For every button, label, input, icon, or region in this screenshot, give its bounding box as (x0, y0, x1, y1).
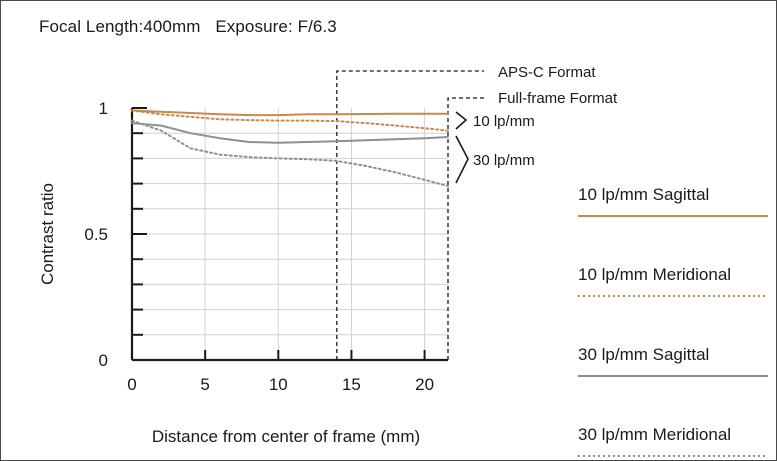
x-tick-label: 10 (269, 375, 288, 394)
series-line-30-lp-mm-sagittal (131, 122, 449, 144)
lens-info-header: Focal Length:400mm Exposure: F/6.3 (39, 17, 337, 37)
full-frame-format-marker (447, 97, 484, 360)
aps-c-format-label: APS-C Format (498, 64, 596, 81)
legend-swatch-10-meridional (578, 295, 768, 297)
legend-swatch-10-sagittal (578, 215, 768, 217)
legend-label: 10 lp/mm Sagittal (578, 185, 710, 204)
aps-c-format-marker (336, 70, 484, 360)
series-line-10-lp-mm-sagittal (131, 109, 449, 117)
legend-label: 30 lp/mm Meridional (578, 425, 732, 444)
legend-item-30-sagittal: 30 lp/mm Sagittal (578, 345, 768, 378)
x-tick-label: 15 (342, 375, 361, 394)
focal-length-text: Focal Length:400mm (39, 17, 201, 36)
bracket-label-10-lpmm: 10 lp/mm (473, 113, 535, 130)
legend-label: 10 lp/mm Meridional (578, 265, 732, 284)
legend-swatch-30-sagittal (578, 375, 768, 377)
series-line-30-lp-mm-meridional (131, 119, 449, 188)
legend-item-30-meridional: 30 lp/mm Meridional (578, 425, 768, 458)
bracket-label-30-lpmm: 30 lp/mm (473, 152, 535, 169)
x-tick-label: 5 (200, 375, 209, 394)
x-tick-label: 20 (415, 375, 434, 394)
exposure-text: Exposure: F/6.3 (215, 17, 337, 36)
legend-item-10-sagittal: 10 lp/mm Sagittal (578, 185, 768, 218)
legend-item-10-meridional: 10 lp/mm Meridional (578, 265, 768, 298)
full-frame-format-label: Full-frame Format (498, 90, 618, 107)
y-tick-label: 0.5 (84, 225, 108, 244)
y-axis-label: Contrast ratio (38, 183, 57, 285)
x-axis-label: Distance from center of frame (mm) (152, 427, 420, 446)
bracket-10-lpmm-icon (455, 111, 468, 130)
x-tick-label: 0 (127, 375, 136, 394)
legend-swatch-30-meridional (578, 455, 768, 457)
y-tick-label: 0 (99, 351, 108, 370)
legend-label: 30 lp/mm Sagittal (578, 345, 710, 364)
y-tick-label: 1 (99, 99, 108, 118)
series-line-10-lp-mm-meridional (131, 109, 449, 132)
bracket-30-lpmm-icon (455, 135, 469, 184)
